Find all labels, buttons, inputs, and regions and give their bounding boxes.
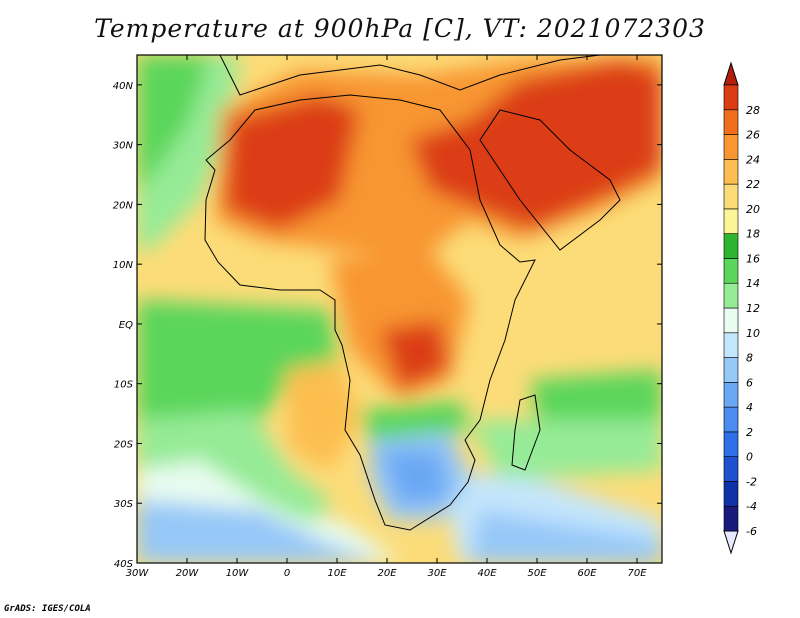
lat-tick-label: 10N <box>113 260 134 271</box>
colorbar-bin <box>723 505 739 532</box>
colorbar-label: 4 <box>746 401 753 414</box>
colorbar-label: 24 <box>746 153 760 166</box>
arabia-coastline <box>479 109 621 251</box>
colorbar-bin <box>723 183 739 210</box>
lon-tick-label: 50E <box>527 568 547 579</box>
colorbar-bin <box>723 258 739 284</box>
lon-tick-label: 30E <box>427 568 447 579</box>
lat-tick-label: EQ <box>119 320 133 331</box>
lat-tick-label: 20N <box>113 200 134 211</box>
colorbar-label: 2 <box>746 426 753 439</box>
map-frame <box>136 54 663 564</box>
colorbar-label: -6 <box>746 525 757 538</box>
lat-tick-label: 30S <box>114 499 134 510</box>
colorbar-bin <box>723 332 739 358</box>
europe-coastline <box>219 55 601 96</box>
colorbar-bin <box>723 456 739 482</box>
colorbar-bin <box>723 406 739 433</box>
colorbar-bin <box>723 134 739 160</box>
colorbar-label: 26 <box>746 129 760 142</box>
colorbar-bin <box>723 481 739 507</box>
africa-coastline <box>204 94 536 531</box>
colorbar-label: 6 <box>746 376 753 389</box>
colorbar-bin <box>723 282 739 309</box>
colorbar-bin <box>723 159 739 185</box>
colorbar-bin <box>723 109 739 135</box>
colorbar-bin <box>723 307 739 334</box>
colorbar-label: 0 <box>746 451 753 464</box>
map-title: Temperature at 900hPa [C], VT: 202107230… <box>94 14 706 43</box>
colorbar-label: -4 <box>746 500 757 513</box>
coastlines <box>204 55 621 531</box>
lon-tick-label: 20E <box>377 568 397 579</box>
credit-label: GrADS: IGES/COLA <box>4 604 91 614</box>
colorbar-label: 12 <box>746 302 760 315</box>
lon-tick-label: 30W <box>126 568 150 579</box>
colorbar-label: 14 <box>746 277 760 290</box>
lon-tick-label: 10E <box>327 568 347 579</box>
colorbar-bin <box>723 233 739 259</box>
lat-tick-label: 40N <box>113 81 134 92</box>
lat-tick-label: 30N <box>113 141 134 152</box>
lon-tick-label: 40E <box>477 568 497 579</box>
colorbar-bin <box>723 208 739 234</box>
longitude-axis: 30W 20W 10W 0 10E 20E 30E 40E 50E 60E 70E <box>126 55 647 579</box>
colorbar-bin <box>723 357 739 383</box>
colorbar-label: -2 <box>746 475 757 488</box>
lat-tick-label: 40S <box>114 559 134 570</box>
lon-tick-label: 20W <box>176 568 200 579</box>
colorbar-over-triangle <box>723 61 739 86</box>
lon-tick-label: 0 <box>284 568 290 579</box>
colorbar-label: 8 <box>746 352 753 365</box>
lon-tick-label: 60E <box>577 568 597 579</box>
lon-tick-label: 10W <box>226 568 250 579</box>
temperature-field <box>137 55 662 563</box>
lat-tick-label: 20S <box>114 439 134 450</box>
colorbar-label: 10 <box>746 327 760 340</box>
colorbar-bin <box>723 382 739 408</box>
colorbar-label: 22 <box>746 178 760 191</box>
colorbar-bin <box>723 431 739 457</box>
colorbar-label: 16 <box>746 252 760 265</box>
colorbar-under-triangle <box>723 530 739 555</box>
lat-tick-label: 10S <box>114 380 134 391</box>
colorbar-label: 18 <box>746 228 760 241</box>
colorbar-bin <box>723 84 739 111</box>
madagascar-coastline <box>511 394 541 471</box>
colorbar-label: 28 <box>746 104 760 117</box>
lon-tick-label: 70E <box>627 568 647 579</box>
latitude-axis: 40S 30S 20S 10S EQ 10N 20N 30N 40N <box>113 81 662 570</box>
colorbar-label: 20 <box>746 203 760 216</box>
